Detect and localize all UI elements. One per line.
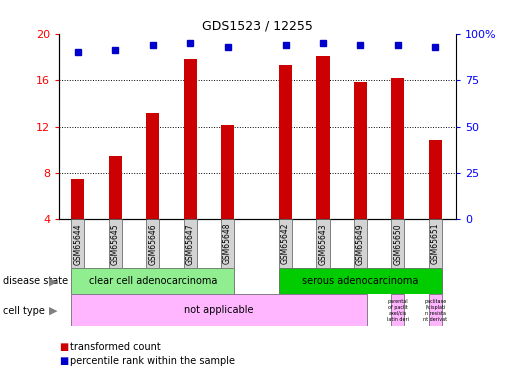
Text: GSM65642: GSM65642 (281, 223, 290, 264)
Bar (316, 219, 330, 268)
Text: GSM65647: GSM65647 (186, 223, 195, 265)
Text: ▶: ▶ (49, 306, 58, 315)
Text: disease state: disease state (3, 276, 67, 286)
Text: GSM65650: GSM65650 (393, 223, 402, 265)
Text: cell type: cell type (3, 306, 44, 315)
Text: GSM65649: GSM65649 (356, 223, 365, 265)
Text: GSM65648: GSM65648 (223, 223, 232, 264)
Text: ■: ■ (59, 342, 68, 352)
Bar (279, 65, 292, 219)
Bar (391, 78, 404, 219)
Bar (428, 294, 442, 326)
Text: clear cell adenocarcinoma: clear cell adenocarcinoma (89, 276, 217, 286)
Text: GSM65651: GSM65651 (431, 223, 440, 264)
Text: percentile rank within the sample: percentile rank within the sample (70, 356, 234, 366)
Title: GDS1523 / 12255: GDS1523 / 12255 (202, 20, 313, 33)
Bar (279, 268, 442, 294)
Bar (72, 179, 84, 219)
Bar (391, 294, 404, 326)
Text: ▶: ▶ (49, 276, 58, 286)
Bar (428, 141, 442, 219)
Bar (354, 219, 367, 268)
Bar (72, 219, 84, 268)
Text: transformed count: transformed count (70, 342, 160, 352)
Text: GSM65646: GSM65646 (148, 223, 157, 265)
Text: GSM65643: GSM65643 (318, 223, 328, 265)
Text: not applicable: not applicable (184, 305, 254, 315)
Bar (184, 219, 197, 268)
Bar (221, 125, 234, 219)
Bar (72, 294, 367, 326)
Text: paclitaxe
l/cisplati
n resista
nt derivat: paclitaxe l/cisplati n resista nt deriva… (423, 299, 447, 321)
Text: serous adenocarcinoma: serous adenocarcinoma (302, 276, 419, 286)
Text: GSM65645: GSM65645 (111, 223, 120, 265)
Bar (184, 59, 197, 219)
Bar (109, 156, 122, 219)
Bar (428, 219, 442, 268)
Text: parental
of paclit
axel/cis
latin deri: parental of paclit axel/cis latin deri (387, 299, 409, 321)
Bar (279, 219, 292, 268)
Text: ■: ■ (59, 356, 68, 366)
Bar (221, 219, 234, 268)
Text: GSM65644: GSM65644 (74, 223, 82, 265)
Bar (316, 56, 330, 219)
Bar (146, 219, 159, 268)
Bar (391, 219, 404, 268)
Bar (354, 82, 367, 219)
Bar (146, 112, 159, 219)
Bar (72, 268, 234, 294)
Bar (109, 219, 122, 268)
